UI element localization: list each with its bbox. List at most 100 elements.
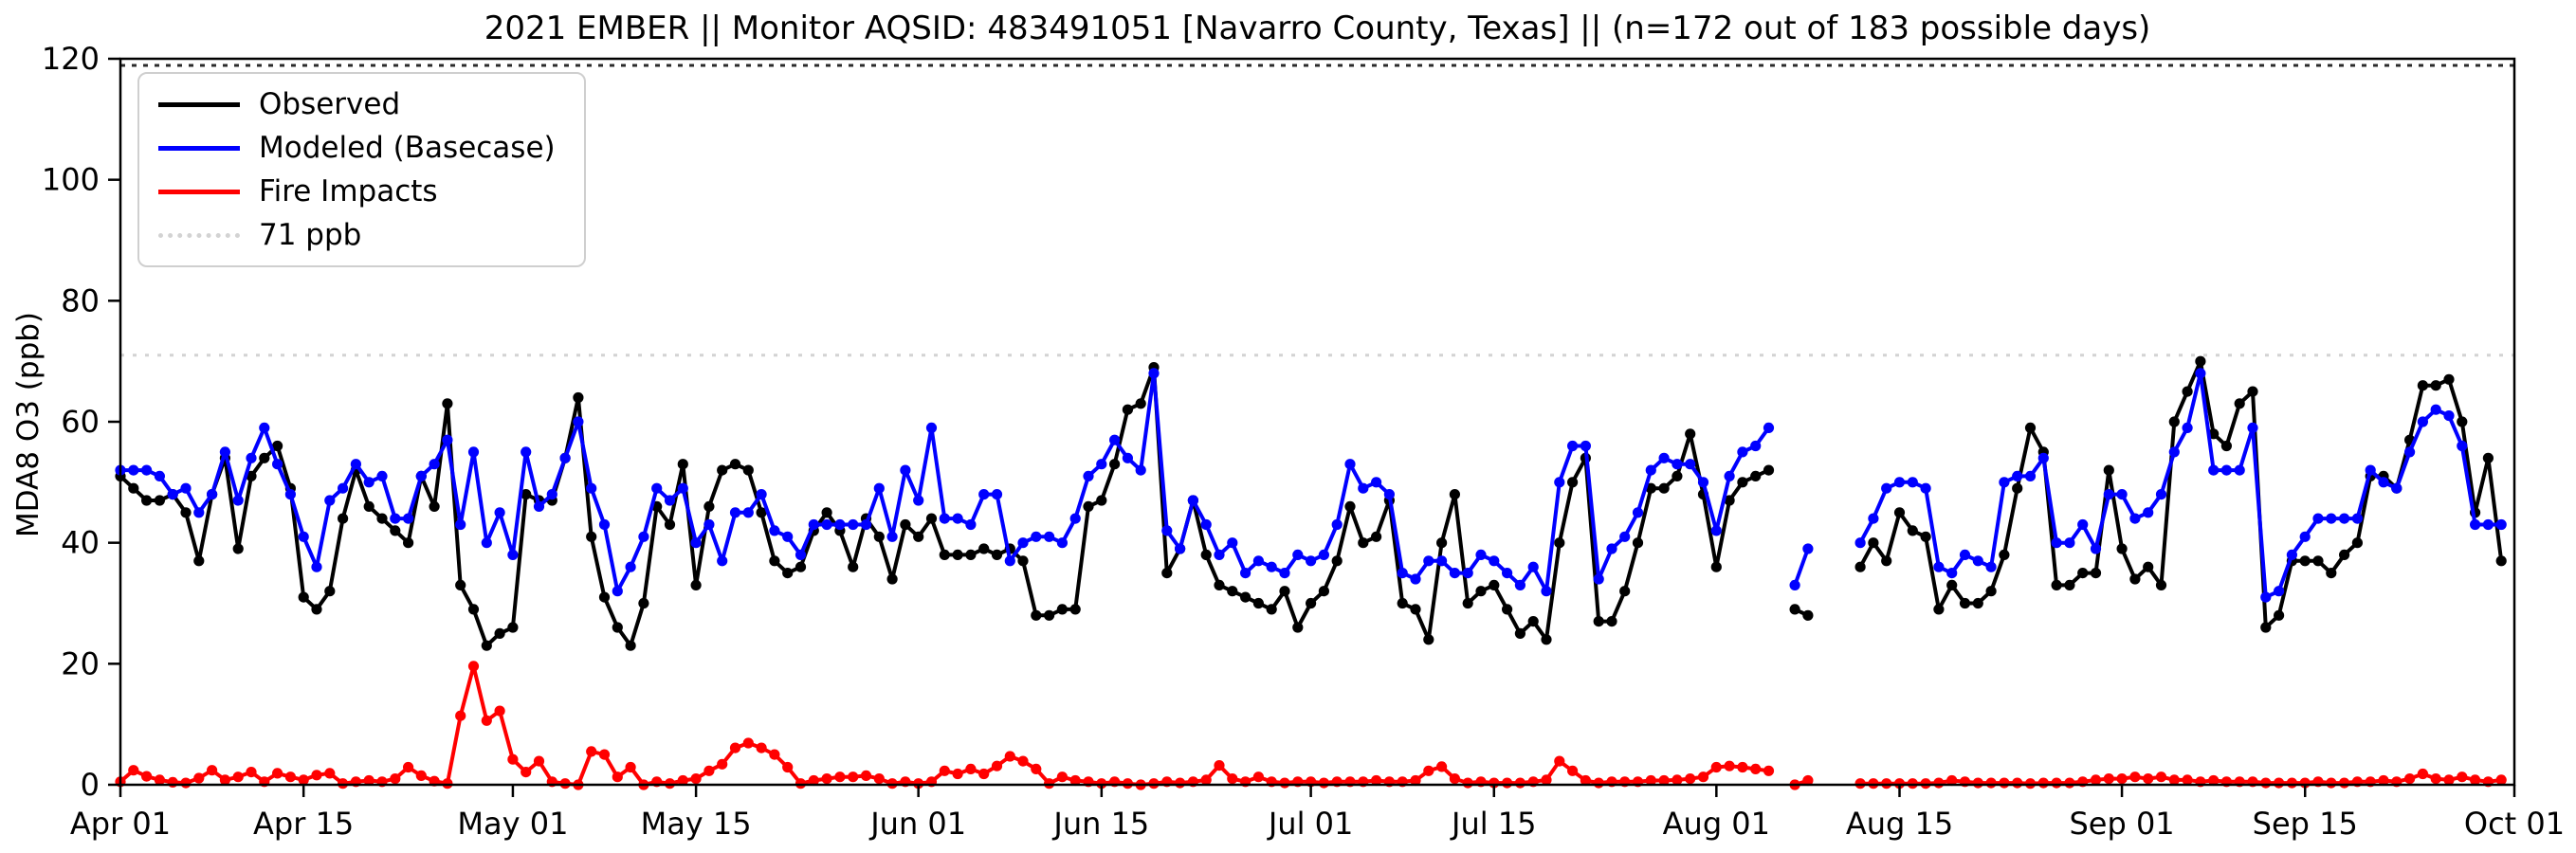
series-marker-1 xyxy=(991,489,1003,500)
series-marker-0 xyxy=(1462,597,1473,609)
series-marker-1 xyxy=(1306,555,1317,567)
series-marker-0 xyxy=(1946,579,1958,591)
series-marker-2 xyxy=(415,770,427,782)
series-marker-1 xyxy=(494,507,505,518)
series-marker-0 xyxy=(1135,398,1146,409)
series-marker-1 xyxy=(232,495,244,506)
series-marker-1 xyxy=(521,446,532,458)
series-marker-1 xyxy=(2351,513,2363,524)
x-tick-label: Aug 01 xyxy=(1663,806,1770,842)
series-marker-0 xyxy=(886,573,898,585)
series-marker-2 xyxy=(246,767,257,778)
series-marker-1 xyxy=(808,518,819,531)
series-marker-1 xyxy=(1318,549,1329,561)
series-marker-2 xyxy=(2430,773,2441,785)
series-marker-1 xyxy=(2326,513,2337,524)
series-marker-1 xyxy=(782,531,794,542)
series-marker-1 xyxy=(703,518,715,531)
legend-item-observed: Observed xyxy=(158,87,556,121)
y-tick-label: 120 xyxy=(42,41,100,77)
series-marker-1 xyxy=(2051,537,2062,549)
series-marker-0 xyxy=(1619,586,1631,597)
series-marker-2 xyxy=(128,765,139,776)
series-marker-2 xyxy=(1214,760,1225,771)
series-marker-2 xyxy=(742,737,754,749)
series-marker-2 xyxy=(1881,778,1892,789)
series-marker-2 xyxy=(494,705,505,717)
series-marker-2 xyxy=(1069,774,1081,787)
series-marker-0 xyxy=(363,500,375,513)
series-marker-1 xyxy=(638,531,649,542)
series-marker-2 xyxy=(167,776,178,789)
series-marker-0 xyxy=(991,549,1003,561)
series-marker-0 xyxy=(598,591,611,603)
series-marker-0 xyxy=(1933,604,1945,615)
series-marker-1 xyxy=(2143,507,2154,518)
series-marker-0 xyxy=(2339,549,2350,561)
series-marker-0 xyxy=(2417,380,2428,391)
series-marker-1 xyxy=(2482,518,2494,531)
series-marker-0 xyxy=(1802,609,1814,621)
series-marker-1 xyxy=(1527,561,1539,572)
series-marker-0 xyxy=(2274,609,2285,621)
series-marker-2 xyxy=(403,761,414,773)
series-marker-0 xyxy=(1881,555,1892,567)
series-marker-1 xyxy=(795,549,807,561)
series-marker-2 xyxy=(939,765,950,776)
series-marker-1 xyxy=(1685,459,1696,470)
series-marker-2 xyxy=(598,749,611,760)
series-marker-2 xyxy=(363,774,375,787)
series-marker-1 xyxy=(651,482,663,494)
series-marker-1 xyxy=(1893,477,1906,488)
y-tick-label: 20 xyxy=(61,645,100,681)
series-marker-0 xyxy=(2326,568,2337,579)
series-marker-1 xyxy=(2391,482,2402,494)
series-marker-2 xyxy=(834,771,846,783)
series-marker-2 xyxy=(2116,773,2128,785)
series-marker-0 xyxy=(1632,537,1644,549)
series-marker-2 xyxy=(2286,777,2297,789)
series-marker-1 xyxy=(625,561,636,572)
series-marker-1 xyxy=(1187,495,1198,506)
series-marker-2 xyxy=(2168,774,2180,786)
series-marker-1 xyxy=(1619,531,1631,542)
series-marker-0 xyxy=(1056,604,1068,615)
series-marker-2 xyxy=(1802,774,1814,787)
series-marker-0 xyxy=(2064,579,2075,591)
series-marker-2 xyxy=(2274,777,2285,789)
series-marker-0 xyxy=(2182,386,2193,397)
series-marker-0 xyxy=(259,452,270,463)
series-marker-0 xyxy=(376,513,388,524)
series-marker-2 xyxy=(1279,777,1290,789)
chart-title: 2021 EMBER || Monitor AQSID: 483491051 [… xyxy=(484,9,2151,47)
series-marker-1 xyxy=(717,555,728,567)
y-tick-label: 60 xyxy=(61,404,100,440)
series-marker-2 xyxy=(808,774,819,787)
series-marker-0 xyxy=(1658,482,1670,494)
series-marker-1 xyxy=(180,482,192,494)
series-marker-0 xyxy=(2077,568,2089,579)
x-tick-label: Oct 01 xyxy=(2464,806,2565,842)
series-marker-0 xyxy=(1645,482,1656,494)
series-marker-1 xyxy=(690,537,702,549)
series-marker-2 xyxy=(756,742,767,753)
series-marker-1 xyxy=(1423,555,1434,567)
series-marker-0 xyxy=(1685,428,1696,440)
series-marker-1 xyxy=(338,482,349,494)
y-tick-label: 40 xyxy=(61,525,100,561)
series-marker-2 xyxy=(1148,778,1160,789)
series-line-1 xyxy=(1793,548,1810,587)
series-marker-1 xyxy=(1854,537,1866,549)
series-marker-0 xyxy=(2024,422,2037,433)
series-marker-2 xyxy=(1371,774,1382,787)
series-marker-0 xyxy=(193,555,205,567)
series-marker-2 xyxy=(795,778,807,789)
series-marker-1 xyxy=(1056,537,1068,549)
series-marker-0 xyxy=(2220,440,2232,452)
series-marker-1 xyxy=(952,513,963,524)
series-marker-0 xyxy=(1423,634,1434,645)
series-marker-2 xyxy=(284,771,296,783)
series-marker-1 xyxy=(2155,489,2167,500)
series-marker-1 xyxy=(546,489,557,500)
series-marker-2 xyxy=(2378,774,2389,787)
